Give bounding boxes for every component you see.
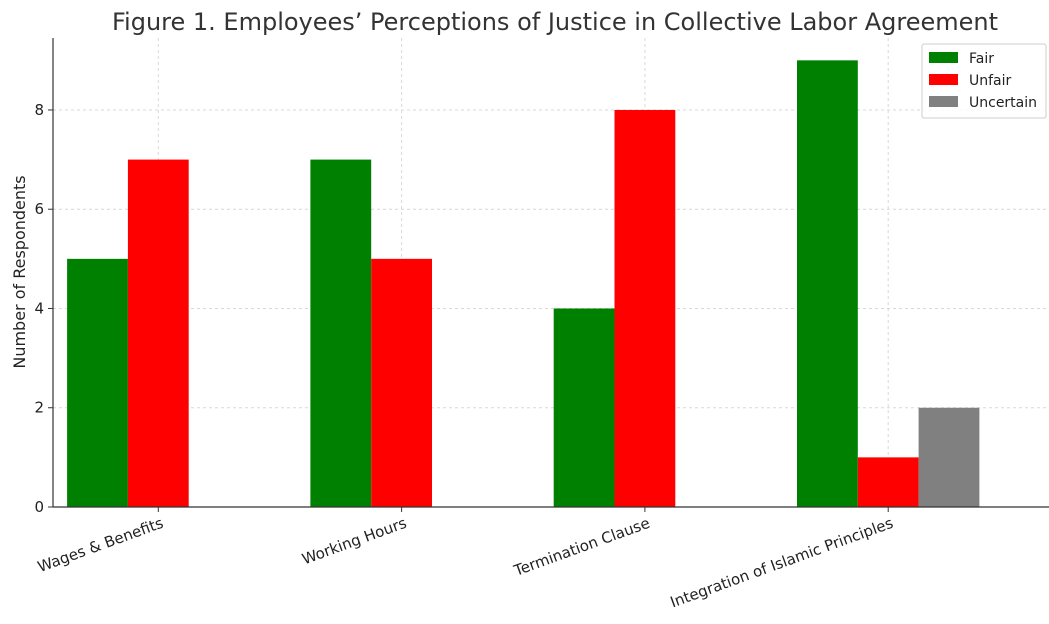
legend: Fair Unfair Uncertain <box>921 43 1047 119</box>
bar-unfair-3 <box>614 109 676 508</box>
chart-title: Figure 1. Employees’ Perceptions of Just… <box>112 8 998 36</box>
bar-fair-3 <box>553 308 615 507</box>
bar-fair-2 <box>310 159 372 507</box>
legend-label-unfair: Unfair <box>969 73 1012 89</box>
y-ticks: 0 2 4 6 8 <box>34 101 53 516</box>
y-tick-label: 8 <box>34 101 44 119</box>
bar-fair-1 <box>67 258 128 507</box>
x-tick-label: Integration of Islamic Principles <box>668 514 896 612</box>
y-tick-label: 4 <box>34 299 44 317</box>
legend-swatch-fair <box>929 52 958 63</box>
legend-label-uncertain: Uncertain <box>969 95 1037 111</box>
y-axis-label: Number of Respondents <box>10 175 29 368</box>
x-tick-label: Termination Clause <box>511 514 653 580</box>
axes <box>52 38 1049 508</box>
y-tick-label: 6 <box>34 200 44 218</box>
y-tick-label: 0 <box>34 498 44 516</box>
x-tick-label: Wages & Benefits <box>35 514 166 576</box>
legend-swatch-unfair <box>929 74 958 85</box>
legend-label-fair: Fair <box>969 51 994 67</box>
bar-fair-4 <box>797 60 858 507</box>
x-tick-label: Working Hours <box>300 514 410 569</box>
bar-unfair-4 <box>857 457 919 507</box>
bar-uncertain-4 <box>918 407 980 507</box>
gridlines <box>53 38 1049 508</box>
x-ticks: Wages & Benefits Working Hours Termination… <box>35 507 896 611</box>
y-tick-label: 2 <box>34 399 44 417</box>
bars <box>67 60 980 508</box>
bar-unfair-1 <box>127 159 189 507</box>
bar-unfair-2 <box>371 258 432 507</box>
legend-swatch-uncertain <box>929 96 958 107</box>
